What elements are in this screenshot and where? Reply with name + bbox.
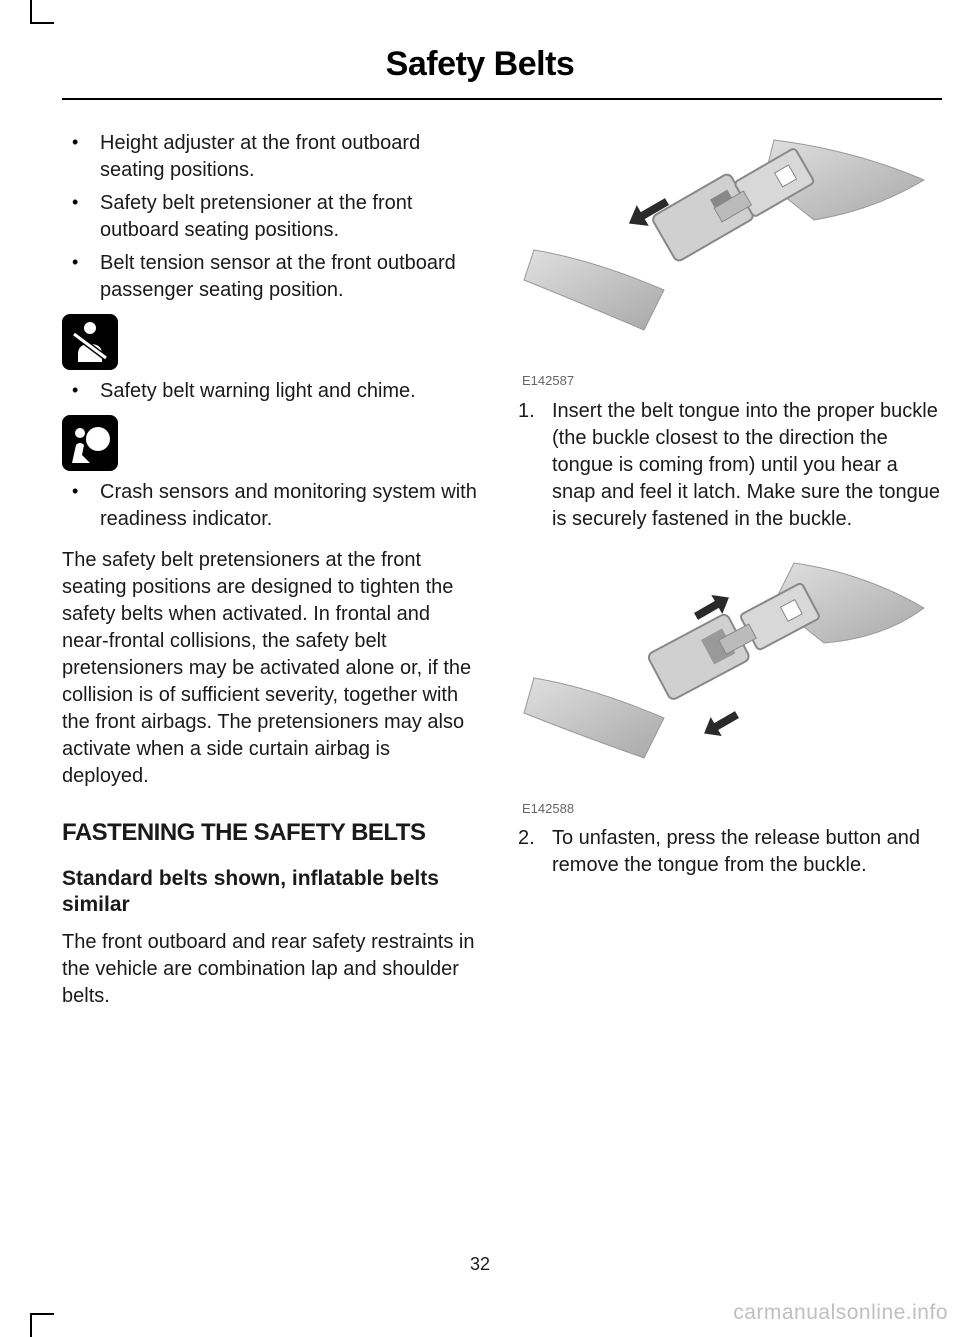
step-list-1: Insert the belt tongue into the proper b…: [514, 398, 942, 533]
bullet-item: Belt tension sensor at the front outboar…: [62, 250, 482, 304]
step-item: To unfasten, press the release button an…: [514, 825, 942, 879]
crop-mark-bottom: [30, 1313, 54, 1337]
figure-fasten-belt: [514, 130, 942, 368]
airbag-warning-icon: [62, 415, 482, 471]
figure-caption-1: E142587: [514, 372, 942, 390]
step-item: Insert the belt tongue into the proper b…: [514, 398, 942, 533]
bullet-list-a: Height adjuster at the front outboard se…: [62, 130, 482, 304]
right-column: E142587 Insert the belt tongue into the …: [514, 130, 942, 1010]
section-heading: FASTENING THE SAFETY BELTS: [62, 818, 482, 848]
figure-unfasten-belt: [514, 543, 942, 796]
bullet-list-c: Crash sensors and monitoring system with…: [62, 479, 482, 533]
content-area: Height adjuster at the front outboard se…: [62, 130, 942, 1010]
bullet-item: Safety belt warning light and chime.: [62, 378, 482, 405]
figure-caption-2: E142588: [514, 800, 942, 818]
bullet-list-b: Safety belt warning light and chime.: [62, 378, 482, 405]
pretensioner-paragraph: The safety belt pretensioners at the fro…: [62, 547, 482, 790]
bullet-item: Safety belt pretensioner at the front ou…: [62, 190, 482, 244]
watermark: carmanualsonline.info: [733, 1301, 948, 1325]
bullet-item: Height adjuster at the front outboard se…: [62, 130, 482, 184]
step-list-2: To unfasten, press the release button an…: [514, 825, 942, 879]
crop-mark-top: [30, 0, 54, 24]
sub-heading: Standard belts shown, inflatable belts s…: [62, 866, 482, 919]
page-header: Safety Belts: [0, 45, 960, 99]
sub-paragraph: The front outboard and rear safety restr…: [62, 929, 482, 1010]
page-number: 32: [0, 1254, 960, 1275]
header-rule: [62, 98, 942, 100]
left-column: Height adjuster at the front outboard se…: [62, 130, 482, 1010]
page-title: Safety Belts: [0, 45, 960, 84]
bullet-item: Crash sensors and monitoring system with…: [62, 479, 482, 533]
seatbelt-warning-icon: [62, 314, 482, 370]
